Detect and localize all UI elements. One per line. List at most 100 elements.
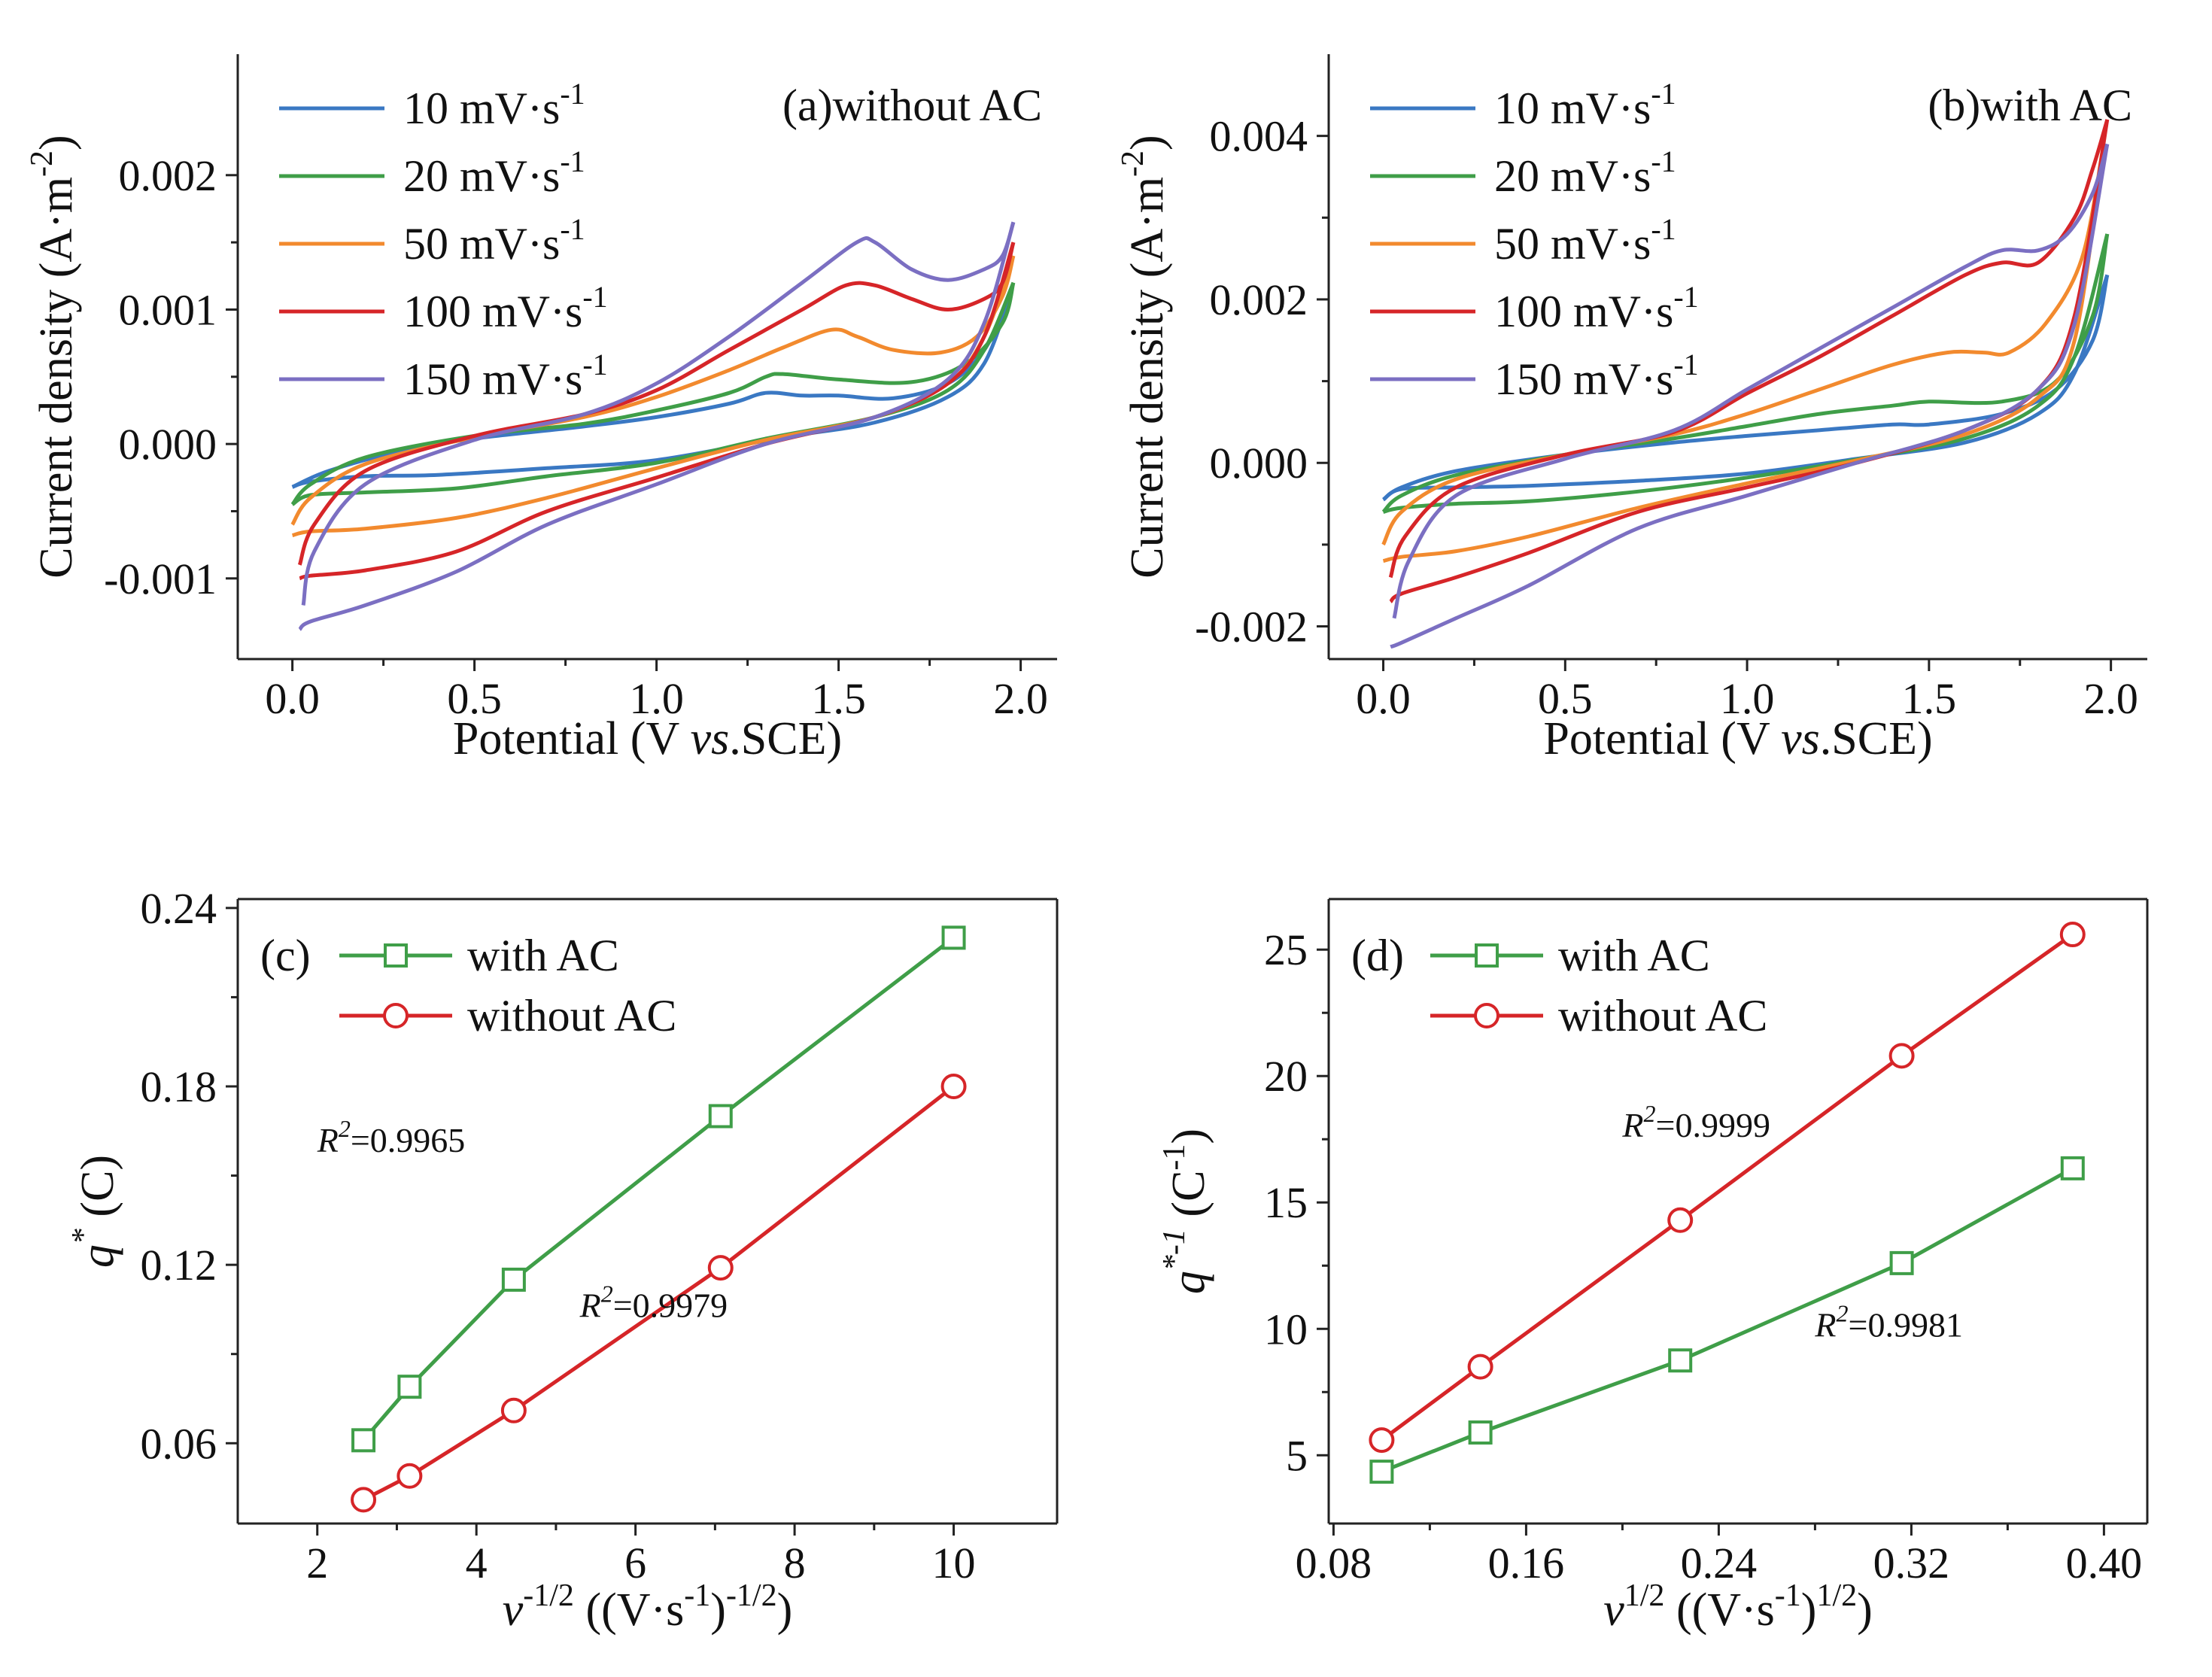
legend-label: 150 mV·s-1: [1494, 348, 1699, 404]
y-label-q: q: [1163, 1271, 1214, 1294]
legend-marker-square: [1475, 943, 1499, 968]
x-label-post: ((V·s: [574, 1584, 684, 1636]
r2-label: R: [317, 1121, 339, 1159]
legend-marker-square: [384, 943, 408, 968]
legend-label-sup: -1: [1673, 280, 1698, 314]
data-point-circle: [1667, 1207, 1694, 1233]
cv-curve-anodic-3: [297, 242, 1016, 566]
data-point-circle: [2059, 922, 2086, 948]
y-label-post: ): [1122, 135, 1173, 150]
x-label-post2: ): [710, 1584, 726, 1636]
legend-label-text: 150 mV·s: [1494, 354, 1673, 404]
legend-label: 10 mV·s-1: [1494, 77, 1676, 133]
legend-label: 10 mV·s-1: [403, 77, 585, 133]
data-point-square: [2060, 1156, 2085, 1180]
data-point-square: [397, 1375, 422, 1399]
panel-title: (b)with AC: [1928, 81, 2132, 130]
x-tick-label: 2.0: [993, 674, 1048, 723]
x-label-italic: vs: [1781, 713, 1820, 764]
legend-label-text: 50 mV·s: [1494, 219, 1651, 269]
legend-label-text: 20 mV·s: [403, 151, 560, 201]
legend-label-text: 100 mV·s: [403, 287, 582, 336]
legend-label-sup: -1: [582, 348, 607, 381]
data-point-circle: [940, 1074, 967, 1099]
data-point-square: [941, 925, 966, 950]
legend-label-sup: -1: [560, 77, 585, 111]
data-point-square: [1369, 1460, 1394, 1484]
data-point-square: [501, 1267, 526, 1292]
y-label-pre: Current density (A·m: [31, 177, 82, 579]
panel-d-q-inverse-vs-v-sqrt: 0.08 0.16 0.24 0.32 0.40 5 10 15 20 25 with AC with…: [1157, 898, 2149, 1636]
cv-curve-anodic-2: [1381, 144, 2106, 546]
x-label-post: .SCE): [1820, 713, 1933, 764]
legend-label-sup: -1: [560, 144, 585, 178]
data-point-circle: [397, 1463, 423, 1489]
data-point-circle: [1888, 1043, 1915, 1069]
legend-label-sup: -1: [1651, 77, 1676, 111]
x-label-sup3: -1/2: [726, 1578, 777, 1613]
legend-label: with AC: [467, 931, 619, 980]
y-tick-label: 0.24: [141, 884, 217, 933]
x-tick-label: 1.0: [629, 674, 684, 723]
x-tick-label: 0.40: [2066, 1539, 2143, 1587]
panel-b-cv-with-ac: 0.0 0.5 1.0 1.5 2.0 -0.002 0.000 0.002 0.004 10 m…: [1116, 54, 2147, 764]
legend-label: 50 mV·s-1: [1494, 212, 1676, 269]
x-axis-label: Potential (V vs.SCE): [453, 713, 842, 764]
legend-label-text: 10 mV·s: [403, 84, 560, 133]
y-tick-label: 10: [1264, 1305, 1308, 1353]
cv-curve-anodic-4: [1392, 143, 2110, 619]
cv-curve-anodic-2: [290, 255, 1016, 526]
x-label-sup2: -1: [1775, 1578, 1801, 1613]
y-tick-label: 20: [1264, 1052, 1308, 1101]
data-point-square: [708, 1104, 733, 1129]
r2-value: =0.9979: [613, 1286, 728, 1324]
data-point-circle: [1467, 1353, 1493, 1380]
cv-curve-anodic-1: [290, 282, 1016, 506]
legend-label: without AC: [1558, 991, 1767, 1041]
x-tick-label: 4: [466, 1539, 488, 1587]
x-label-post: ((V·s: [1664, 1584, 1774, 1636]
x-label-sup3: 1/2: [1816, 1578, 1857, 1613]
panel-title: (a)without AC: [782, 81, 1042, 130]
r2-value: =0.9999: [1656, 1106, 1770, 1144]
x-tick-label: 0.08: [1296, 1539, 1372, 1587]
r2-sup: 2: [1644, 1100, 1656, 1127]
cv-curve-cathodic-4: [1390, 144, 2110, 649]
data-point-circle: [707, 1255, 734, 1281]
y-label-sup: *-1: [1157, 1229, 1192, 1271]
r2-sup: 2: [1837, 1299, 1849, 1326]
y-label-sup: *: [66, 1229, 101, 1244]
y-tick-label: 0.000: [119, 420, 217, 469]
legend-label-sup: -1: [1673, 348, 1698, 381]
data-point-circle: [500, 1397, 527, 1423]
cv-curve-anodic-4: [301, 221, 1016, 606]
y-label-post: (C: [1163, 1171, 1214, 1229]
x-tick-label: 1.5: [1902, 674, 1957, 723]
x-label-pre: Potential (V: [1543, 713, 1781, 764]
y-axis-label: q* (C): [66, 1155, 123, 1268]
r2-sup: 2: [601, 1280, 613, 1307]
y-tick-label: 0.002: [119, 151, 217, 200]
x-tick-label: 2: [306, 1539, 328, 1587]
x-label-v: v: [1603, 1584, 1624, 1636]
r2-label: R: [1621, 1106, 1643, 1144]
y-tick-label: 0.001: [119, 285, 217, 334]
panel-a-cv-without-ac: 0.0 0.5 1.0 1.5 2.0 -0.001 0.000 0.001 0.002 10 m…: [25, 54, 1057, 764]
data-point-circle: [1369, 1427, 1395, 1454]
x-label-v: v: [503, 1584, 524, 1636]
legend-label: 20 mV·s-1: [403, 144, 585, 201]
legend-label: with AC: [1558, 931, 1710, 980]
y-axis-label: Current density (A·m-2): [1116, 135, 1173, 578]
x-label-sup: -1/2: [523, 1578, 574, 1613]
x-label-post2: ): [1801, 1584, 1817, 1636]
x-tick-label: 0.16: [1488, 1539, 1565, 1587]
x-tick-label: 1.0: [1720, 674, 1775, 723]
legend-label-sup: -1: [582, 280, 607, 314]
x-label-post3: ): [1857, 1584, 1873, 1636]
legend-label-text: 50 mV·s: [403, 219, 560, 269]
legend-label: 100 mV·s-1: [1494, 280, 1699, 336]
x-axis-label: Potential (V vs.SCE): [1543, 713, 1932, 764]
y-tick-label: 25: [1264, 925, 1308, 974]
r-squared-annotation: R2=0.9999: [1621, 1100, 1770, 1144]
